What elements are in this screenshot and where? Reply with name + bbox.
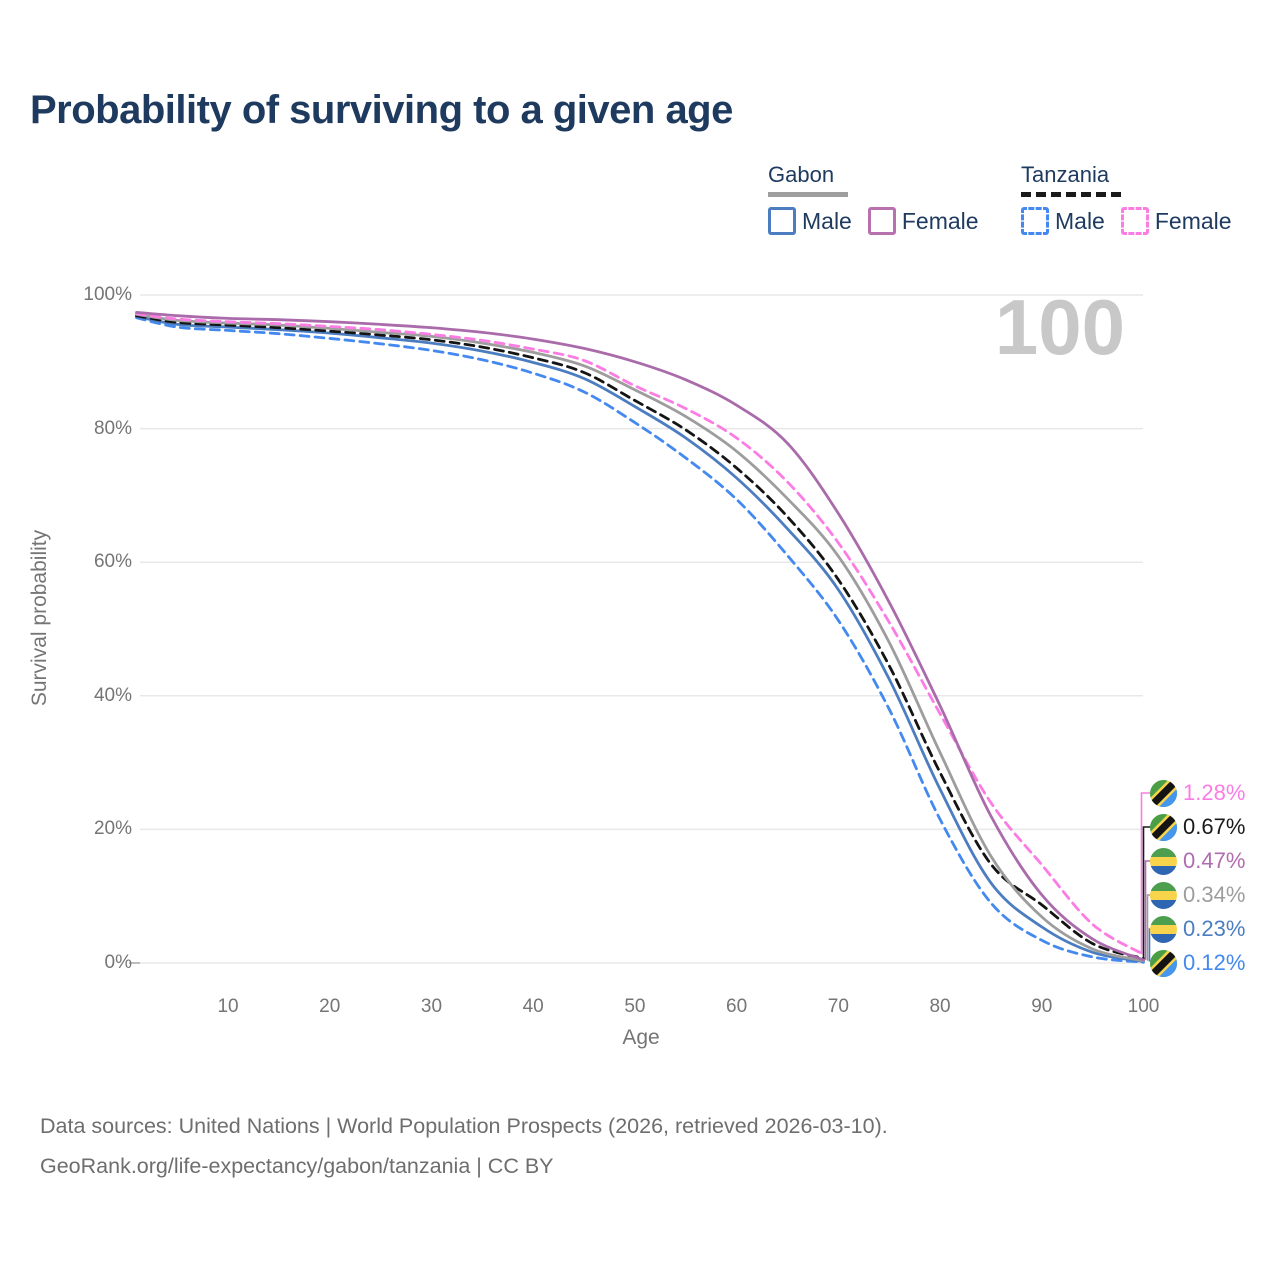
x-tick-100: 100 xyxy=(1127,996,1160,1017)
curve-tanzania-female xyxy=(135,312,1145,956)
tanzania-flag-icon xyxy=(1150,813,1177,841)
legend-country-gabon: Gabon xyxy=(768,162,835,187)
y-tick-20%: 20% xyxy=(93,818,132,840)
x-tick-40: 40 xyxy=(522,996,544,1017)
legend-items-gabon: Male Female xyxy=(768,207,995,235)
end-value: 0.67% xyxy=(1183,814,1246,839)
source-line: Data sources: United Nations | World Pop… xyxy=(40,1114,888,1138)
legend-group-tanzania: Tanzania Male Female xyxy=(1021,162,1248,235)
y-tick-80%: 80% xyxy=(93,417,132,439)
end-value: 0.12% xyxy=(1183,950,1246,975)
x-axis-title: Age xyxy=(622,1026,660,1049)
leader-line-gabon-female xyxy=(1144,860,1151,960)
x-tick-90: 90 xyxy=(1031,996,1053,1017)
end-value: 0.23% xyxy=(1183,916,1246,941)
legend-linestyle-tanzania xyxy=(1021,192,1121,197)
age-indicator: 100 xyxy=(994,283,1125,371)
x-tick-80: 80 xyxy=(929,996,951,1017)
end-label-gabon-female: 0.47% xyxy=(1150,847,1245,875)
curve-gabon xyxy=(135,312,1145,963)
legend-swatch-gabon-male xyxy=(768,207,796,235)
y-tick-40%: 40% xyxy=(93,684,132,706)
y-tick-100%: 100% xyxy=(83,284,132,305)
curve-tanzania-male xyxy=(135,316,1145,964)
legend-group-gabon: Gabon Male Female xyxy=(768,162,995,235)
y-tick-0%: 0% xyxy=(104,952,132,973)
x-tick-30: 30 xyxy=(420,996,443,1017)
end-label-tanzania-male: 0.12% xyxy=(1150,949,1245,977)
x-tick-10: 10 xyxy=(217,996,239,1017)
gabon-flag-icon xyxy=(1150,881,1177,909)
legend-label-gabon-male: Male xyxy=(802,207,852,234)
end-label-gabon: 0.34% xyxy=(1150,881,1245,909)
legend-items-tanzania: Male Female xyxy=(1021,207,1248,235)
end-label-tanzania-female: 1.28% xyxy=(1150,779,1245,807)
page-title: Probability of surviving to a given age xyxy=(30,88,733,132)
end-value: 0.47% xyxy=(1183,848,1246,873)
curve-tanzania xyxy=(135,314,1145,960)
x-tick-70: 70 xyxy=(827,996,849,1017)
source-attribution: Data sources: United Nations | World Pop… xyxy=(40,1106,888,1186)
leader-line-tanzania-female xyxy=(1140,792,1151,955)
leader-line-gabon xyxy=(1146,894,1151,961)
legend-label-tanzania-female: Female xyxy=(1154,207,1232,234)
curve-gabon-male xyxy=(135,314,1145,963)
end-value: 0.34% xyxy=(1183,882,1246,907)
x-tick-60: 60 xyxy=(726,996,748,1017)
x-tick-20: 20 xyxy=(319,996,341,1017)
legend-label-tanzania-male: Male xyxy=(1055,207,1105,234)
end-label-gabon-male: 0.23% xyxy=(1150,915,1245,943)
curve-gabon-female xyxy=(135,310,1145,962)
end-label-tanzania: 0.67% xyxy=(1150,813,1245,841)
legend-swatch-tanzania-male xyxy=(1021,207,1049,235)
legend-country-tanzania: Tanzania xyxy=(1021,162,1110,187)
url-line: GeoRank.org/life-expectancy/gabon/tanzan… xyxy=(40,1154,554,1178)
y-tick-60%: 60% xyxy=(93,551,132,573)
gabon-flag-icon xyxy=(1150,915,1177,943)
leader-line-tanzania xyxy=(1142,826,1151,959)
tanzania-flag-icon xyxy=(1150,779,1177,807)
tanzania-flag-icon xyxy=(1150,949,1177,977)
end-value: 1.28% xyxy=(1183,780,1246,805)
gabon-flag-icon xyxy=(1150,847,1177,875)
legend-swatch-tanzania-female xyxy=(1120,207,1149,235)
legend-swatch-gabon-female xyxy=(867,207,896,235)
legend-label-gabon-female: Female xyxy=(901,207,979,234)
x-tick-50: 50 xyxy=(624,996,646,1017)
legend-linestyle-gabon xyxy=(768,192,848,197)
